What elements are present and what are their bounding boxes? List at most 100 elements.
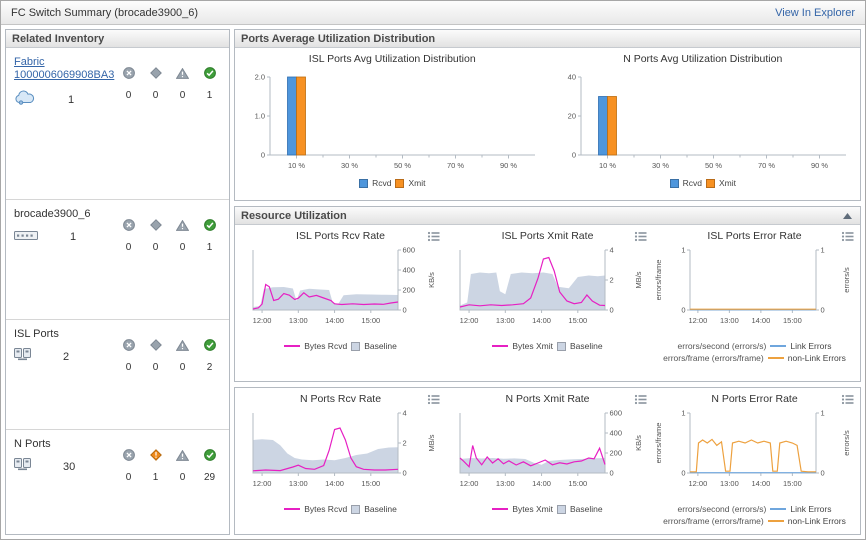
svg-text:errors/s: errors/s — [842, 267, 851, 293]
related-inventory-header: Related Inventory — [6, 30, 229, 48]
svg-text:1: 1 — [820, 246, 824, 255]
marginal-status-icon — [149, 66, 162, 84]
svg-text:13:00: 13:00 — [495, 316, 514, 325]
svg-text:200: 200 — [402, 286, 415, 295]
panel-title: Related Inventory — [12, 32, 105, 45]
isl-distribution-plot: 0 1.0 2.0 10 % 30 % 50 % 70 % 90 % — [255, 73, 536, 170]
chart-settings-icon[interactable] — [841, 394, 854, 405]
svg-text:13:00: 13:00 — [288, 479, 307, 488]
svg-text:30 %: 30 % — [341, 161, 358, 170]
svg-text:20: 20 — [567, 112, 575, 121]
unknown-status-icon — [122, 448, 135, 466]
switch-count: 1 — [70, 231, 77, 243]
view-in-explorer-link[interactable]: View In Explorer — [775, 6, 855, 19]
inventory-row-isl-ports: ISL Ports 2 0 0 0 2 — [6, 320, 229, 430]
warning-status-icon — [175, 338, 190, 356]
svg-text:2: 2 — [609, 276, 613, 285]
chart-legend: errors/second (errors/s) Link Errors error… — [663, 504, 846, 526]
svg-text:0: 0 — [820, 306, 824, 315]
svg-text:70 %: 70 % — [758, 161, 775, 170]
n-error-rate-plot: 0 0 1 1 12:00 13:00 14:00 15:00 errors/frame erro… — [654, 409, 851, 489]
svg-text:2.0: 2.0 — [255, 73, 265, 82]
svg-text:30 %: 30 % — [652, 161, 669, 170]
ports-distribution-header: Ports Average Utilization Distribution — [235, 30, 860, 48]
svg-text:errors/frame: errors/frame — [654, 260, 663, 301]
chart-settings-icon[interactable] — [634, 231, 647, 242]
inventory-rows: Fabric 1000006069908BA3 1 0 0 0 1 — [6, 48, 229, 534]
healthy-count: 1 — [206, 242, 213, 253]
chart-legend: Bytes Xmit Baseline — [445, 502, 650, 514]
marginal-count: 1 — [152, 472, 159, 483]
svg-text:600: 600 — [402, 246, 415, 255]
chart-legend: Rcvd Xmit — [241, 176, 543, 188]
fabric-link[interactable]: Fabric 1000006069908BA3 — [14, 56, 115, 81]
svg-text:12:00: 12:00 — [252, 479, 271, 488]
marginal-count: 0 — [152, 90, 159, 101]
svg-text:MB/s: MB/s — [427, 434, 436, 451]
chart-settings-icon[interactable] — [634, 394, 647, 405]
svg-text:4: 4 — [402, 409, 406, 418]
svg-text:0: 0 — [261, 151, 265, 160]
related-inventory-panel: Related Inventory Fabric 1000006069908BA… — [5, 29, 230, 535]
chart-title: ISL Ports Rcv Rate — [296, 230, 385, 242]
unknown-status-icon — [122, 66, 135, 84]
chart-settings-icon[interactable] — [427, 231, 440, 242]
svg-text:0: 0 — [572, 151, 576, 160]
marginal-status-icon — [149, 218, 162, 236]
unknown-status-icon — [122, 338, 135, 356]
warning-status-icon — [175, 448, 190, 466]
svg-text:12:00: 12:00 — [459, 479, 478, 488]
isl-xmit-rate-chart: ISL Ports Xmit Rate 0 2 4 12:00 13:00 14:00 15… — [445, 229, 650, 351]
svg-text:0: 0 — [402, 306, 406, 315]
n-rcv-rate-chart: N Ports Rcv Rate 0 2 4 12:00 13:00 14:00 15:00… — [238, 392, 443, 514]
chart-legend: errors/second (errors/s) Link Errors error… — [663, 341, 846, 363]
n-ports-label: N Ports — [14, 438, 51, 450]
n-ports-utilization-panel: N Ports Rcv Rate 0 2 4 12:00 13:00 14:00 15:00… — [234, 387, 861, 535]
chart-settings-icon[interactable] — [841, 231, 854, 242]
page-title: FC Switch Summary (brocade3900_6) — [11, 6, 199, 19]
svg-text:0: 0 — [820, 469, 824, 478]
svg-text:errors/s: errors/s — [842, 430, 851, 456]
svg-text:0: 0 — [609, 306, 613, 315]
resource-utilization-panel: Resource Utilization ISL Ports Rcv Rate … — [234, 206, 861, 382]
svg-text:400: 400 — [402, 266, 415, 275]
healthy-count: 29 — [203, 472, 216, 483]
marginal-count: 0 — [152, 362, 159, 373]
marginal-count: 0 — [152, 242, 159, 253]
switch-label: brocade3900_6 — [14, 208, 91, 220]
svg-text:1: 1 — [820, 409, 824, 418]
svg-text:KB/s: KB/s — [427, 272, 436, 288]
n-rcv-rate-plot: 0 2 4 12:00 13:00 14:00 15:00 MB/s — [252, 409, 436, 488]
svg-text:2: 2 — [402, 439, 406, 448]
svg-text:13:00: 13:00 — [495, 479, 514, 488]
warning-status-icon — [175, 66, 190, 84]
svg-text:15:00: 15:00 — [782, 479, 801, 488]
svg-text:50 %: 50 % — [394, 161, 411, 170]
inventory-row-fabric: Fabric 1000006069908BA3 1 0 0 0 1 — [6, 48, 229, 200]
switch-icon — [14, 228, 38, 246]
chart-title: ISL Ports Xmit Rate — [501, 230, 594, 242]
chart-legend: Bytes Rcvd Baseline — [238, 339, 443, 351]
svg-text:70 %: 70 % — [447, 161, 464, 170]
chart-settings-icon[interactable] — [427, 394, 440, 405]
chart-title: N Ports Error Rate — [711, 393, 798, 405]
n-ports-count: 30 — [63, 461, 76, 473]
isl-error-rate-plot: 0 0 1 1 12:00 13:00 14:00 15:00 errors/frame erro… — [654, 246, 851, 326]
svg-text:400: 400 — [609, 429, 622, 438]
svg-text:14:00: 14:00 — [532, 316, 551, 325]
collapse-panel-icon[interactable] — [841, 211, 854, 221]
svg-text:1: 1 — [681, 246, 685, 255]
n-xmit-rate-plot: 0 200 400 600 12:00 13:00 14:00 15:00 KB/s — [459, 409, 643, 488]
isl-error-rate-chart: ISL Ports Error Rate 0 0 1 1 12:00 13:00 14:00… — [652, 229, 857, 363]
marginal-status-icon — [149, 338, 162, 356]
unknown-status-icon — [122, 218, 135, 236]
inventory-row-switch: brocade3900_6 1 0 0 0 1 — [6, 200, 229, 320]
svg-text:14:00: 14:00 — [325, 316, 344, 325]
n-xmit-rate-chart: N Ports Xmit Rate 0 200 400 600 12:00 13:00 14… — [445, 392, 650, 514]
chart-title: N Ports Xmit Rate — [505, 393, 590, 405]
svg-text:200: 200 — [609, 449, 622, 458]
svg-text:13:00: 13:00 — [719, 479, 738, 488]
svg-text:12:00: 12:00 — [252, 316, 271, 325]
svg-text:0: 0 — [681, 306, 685, 315]
